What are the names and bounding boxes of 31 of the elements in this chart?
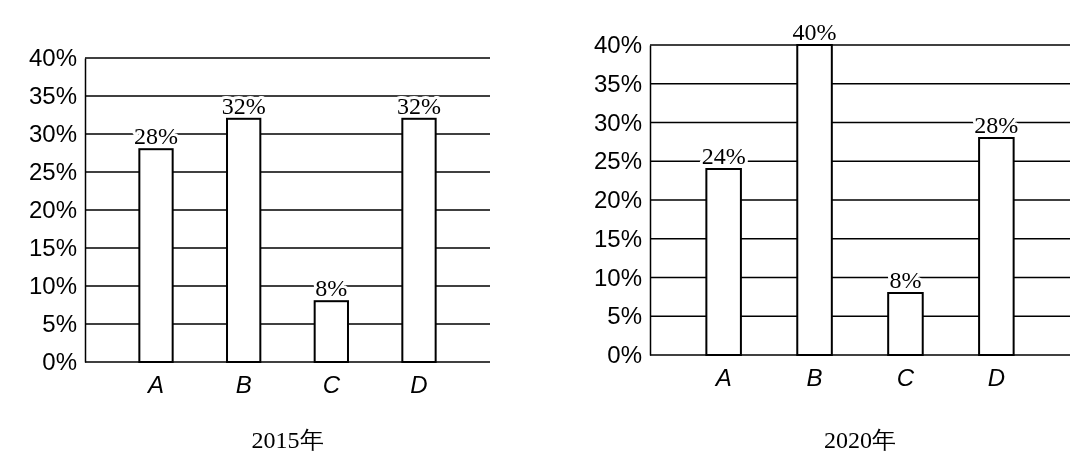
y-tick-label: 40% (593, 31, 642, 59)
x-tick-label: C (322, 371, 341, 399)
y-tick-label: 5% (42, 310, 77, 338)
y-tick-label: 30% (28, 120, 77, 148)
y-tick-label: 35% (28, 82, 77, 110)
x-tick-label: B (235, 371, 252, 399)
y-tick-label: 20% (593, 186, 642, 214)
data-label: 40% (792, 19, 837, 45)
y-tick-label: 30% (593, 108, 642, 136)
y-tick-label: 35% (593, 69, 642, 97)
x-axis-title: 2020年 (824, 427, 896, 453)
y-tick-label: 10% (593, 263, 642, 291)
x-tick-label: B (806, 364, 823, 392)
y-tick-label: 10% (28, 272, 77, 300)
x-tick-label: D (987, 364, 1006, 392)
x-tick-label: D (410, 371, 428, 399)
y-tick-label: 15% (28, 234, 77, 262)
y-tick-label: 0% (42, 348, 77, 376)
y-tick-label: 40% (28, 44, 77, 72)
x-tick-label: A (713, 364, 732, 392)
x-tick-label: A (146, 371, 165, 399)
y-tick-label: 15% (593, 224, 642, 252)
x-axis-title: 2015年 (251, 427, 324, 453)
x-tick-label: C (896, 364, 915, 392)
y-tick-label: 0% (607, 341, 642, 369)
y-tick-label: 25% (28, 158, 77, 186)
y-tick-label: 20% (28, 196, 77, 224)
data-label: 32% (221, 92, 266, 119)
data-label: 32% (396, 92, 441, 119)
y-tick-label: 5% (607, 302, 642, 330)
y-tick-label: 25% (593, 147, 642, 175)
